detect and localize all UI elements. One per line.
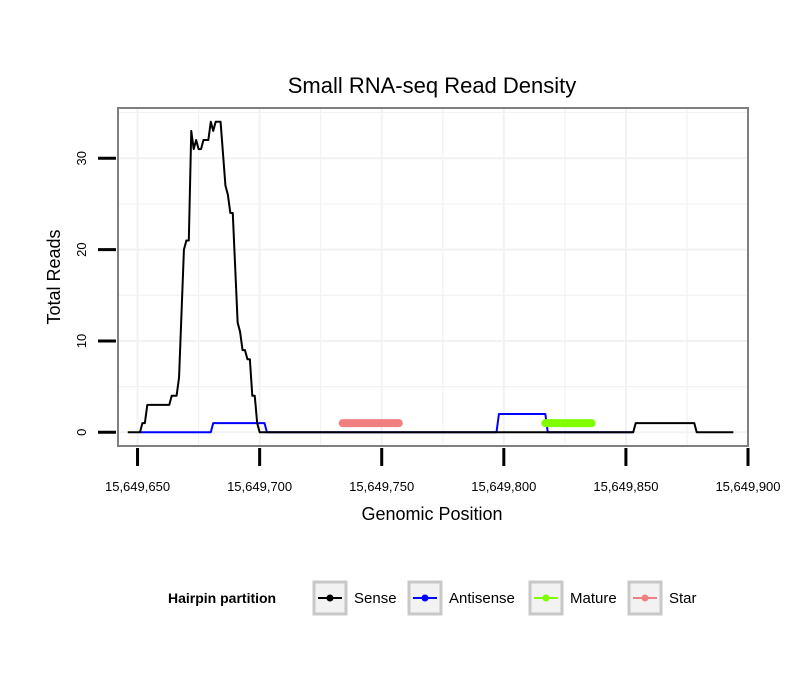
legend-key-point — [641, 594, 649, 602]
y-axis: 0 10 20 30 — [74, 151, 116, 436]
y-tick-label: 30 — [74, 151, 89, 165]
legend-label: Star — [669, 590, 697, 607]
y-tick-label: 20 — [74, 242, 89, 256]
legend-entry-sense: Sense — [312, 580, 397, 616]
legend-label: Mature — [570, 590, 617, 607]
legend-entry-star: Star — [627, 580, 697, 616]
chart-title: Small RNA-seq Read Density — [288, 73, 577, 98]
x-tick-label: 15,649,700 — [227, 479, 292, 494]
x-tick-label: 15,649,900 — [715, 479, 780, 494]
x-tick-label: 15,649,850 — [593, 479, 658, 494]
x-axis: 15,649,650 15,649,700 15,649,750 15,649,800… — [105, 448, 781, 494]
legend-entry-mature: Mature — [528, 580, 617, 616]
legend-label: Sense — [354, 590, 397, 607]
x-tick-label: 15,649,800 — [471, 479, 536, 494]
legend-entry-antisense: Antisense — [407, 580, 515, 616]
y-axis-title: Total Reads — [44, 229, 64, 324]
legend-key-point — [326, 594, 334, 602]
legend: Hairpin partition Sense Antisense Mature St… — [168, 580, 697, 616]
legend-key-point — [542, 594, 550, 602]
legend-key-point — [421, 594, 429, 602]
x-axis-title: Genomic Position — [361, 504, 502, 524]
legend-title: Hairpin partition — [168, 590, 276, 606]
x-tick-label: 15,649,750 — [349, 479, 414, 494]
grid — [119, 109, 747, 445]
y-tick-label: 0 — [74, 429, 89, 436]
y-tick-label: 10 — [74, 334, 89, 348]
series-line-sense — [127, 120, 734, 434]
series-layer — [127, 120, 734, 434]
x-tick-label: 15,649,650 — [105, 479, 170, 494]
legend-label: Antisense — [449, 590, 515, 607]
